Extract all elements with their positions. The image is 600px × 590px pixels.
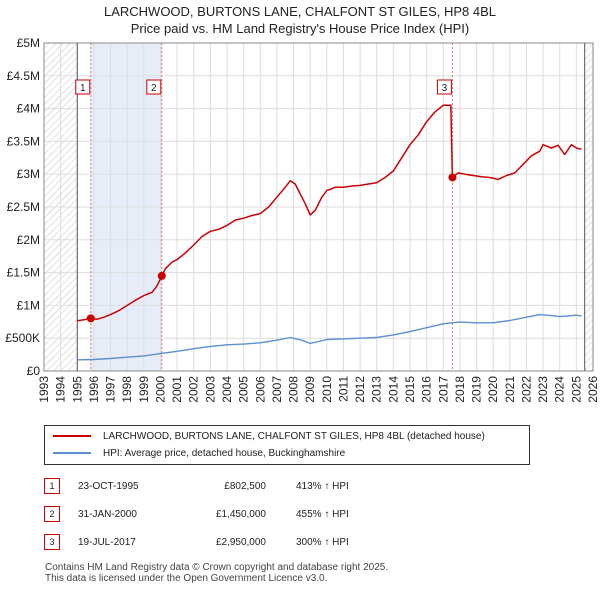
series-line-hpi xyxy=(77,313,582,361)
sale-date: 31-JAN-2000 xyxy=(78,508,137,520)
sale-badge: 1 xyxy=(44,478,60,494)
sale-number-label: 1 xyxy=(80,83,86,94)
sale-point xyxy=(157,271,166,280)
legend-item-hpi: HPI: Average price, detached house, Buck… xyxy=(53,445,345,461)
y-tick-label: £1.5M xyxy=(7,266,40,280)
x-tick-label: 2025 xyxy=(569,376,583,403)
table-row: 2 31-JAN-2000 £1,450,000 455% ↑ HPI xyxy=(44,500,349,528)
x-tick-label: 2002 xyxy=(187,376,201,403)
x-tick-label: 2000 xyxy=(153,376,167,403)
x-tick-label: 2014 xyxy=(386,376,400,403)
x-tick-label: 2018 xyxy=(453,376,467,403)
x-tick-label: 2012 xyxy=(353,376,367,403)
y-tick-label: £500K xyxy=(5,331,40,345)
y-tick-label: £3.5M xyxy=(7,134,40,148)
sale-price: £2,950,000 xyxy=(215,536,266,548)
x-tick-label: 2005 xyxy=(237,376,251,403)
y-tick-label: £2M xyxy=(17,233,40,247)
sale-point xyxy=(448,173,457,182)
x-tick-label: 2019 xyxy=(470,376,484,403)
x-tick-label: 2023 xyxy=(536,376,550,403)
x-tick-label: 2004 xyxy=(220,376,234,403)
x-tick-label: 2015 xyxy=(403,376,417,403)
footer-licence: This data is licensed under the Open Gov… xyxy=(45,573,328,584)
x-tick-label: 1997 xyxy=(104,376,118,403)
x-tick-label: 2006 xyxy=(253,376,267,403)
legend: LARCHWOOD, BURTONS LANE, CHALFONT ST GIL… xyxy=(44,425,530,465)
x-tick-label: 1996 xyxy=(87,376,101,403)
table-row: 1 23-OCT-1995 £802,500 413% ↑ HPI xyxy=(44,472,349,500)
y-tick-label: £0 xyxy=(27,364,41,378)
x-tick-label: 2020 xyxy=(486,376,500,403)
y-tick-label: £4.5M xyxy=(7,69,40,83)
x-tick-label: 2009 xyxy=(303,376,317,403)
x-tick-label: 2024 xyxy=(553,376,567,403)
price-chart: £0 £500K £1M £1.5M £2M £2.5M £3M £3.5M £4M £4.5M £… xyxy=(5,36,600,403)
x-tick-label: 1995 xyxy=(70,376,84,403)
legend-label-hpi: HPI: Average price, detached house, Buck… xyxy=(103,447,346,459)
table-row: 3 19-JUL-2017 £2,950,000 300% ↑ HPI xyxy=(44,528,349,556)
x-tick-label: 1994 xyxy=(54,376,68,403)
legend-swatch-property xyxy=(53,435,91,437)
sales-table: 1 23-OCT-1995 £802,500 413% ↑ HPI 2 31-J… xyxy=(44,472,349,556)
y-tick-label: £3M xyxy=(17,167,40,181)
legend-swatch-hpi xyxy=(53,452,91,454)
sale-hpi: 455% ↑ HPI xyxy=(296,508,349,520)
y-tick-label: £5M xyxy=(17,36,40,50)
legend-item-property: LARCHWOOD, BURTONS LANE, CHALFONT ST GIL… xyxy=(53,428,485,444)
x-tick-label: 1998 xyxy=(120,376,134,403)
x-tick-label: 2026 xyxy=(586,376,600,403)
sale-number-label: 2 xyxy=(151,83,157,94)
sale-price: £802,500 xyxy=(224,480,266,492)
x-tick-label: 2007 xyxy=(270,376,284,403)
sale-number-box xyxy=(146,79,162,95)
x-tick-label: 2021 xyxy=(503,376,517,403)
sale-number-box xyxy=(436,79,452,95)
chart-subtitle: Price paid vs. HM Land Registry's House … xyxy=(130,21,470,36)
chart-title: LARCHWOOD, BURTONS LANE, CHALFONT ST GIL… xyxy=(103,4,497,19)
sale-badge: 3 xyxy=(44,534,60,550)
x-tick-label: 2008 xyxy=(287,376,301,403)
plot-frame xyxy=(43,42,594,372)
sale-point xyxy=(86,314,95,323)
x-tick-label: 2017 xyxy=(436,376,450,403)
x-tick-label: 2003 xyxy=(203,376,217,403)
y-tick-label: £1M xyxy=(17,298,40,312)
footer: Contains HM Land Registry data © Crown c… xyxy=(45,562,388,584)
sale-number-box xyxy=(75,79,91,95)
x-tick-label: 2001 xyxy=(170,376,184,403)
sale-hpi: 413% ↑ HPI xyxy=(296,480,349,492)
y-tick-label: £2.5M xyxy=(7,200,40,214)
x-tick-label: 1993 xyxy=(37,376,51,403)
legend-label-property: LARCHWOOD, BURTONS LANE, CHALFONT ST GIL… xyxy=(103,430,485,442)
x-tick-label: 2022 xyxy=(519,376,533,403)
y-tick-label: £4M xyxy=(17,102,40,116)
sale-price: £1,450,000 xyxy=(215,508,266,520)
sale-date: 19-JUL-2017 xyxy=(78,536,136,548)
sale-hpi: 300% ↑ HPI xyxy=(296,536,349,548)
sale-date: 23-OCT-1995 xyxy=(78,480,139,492)
footer-copyright: Contains HM Land Registry data © Crown c… xyxy=(45,562,389,573)
x-tick-label: 2013 xyxy=(370,376,384,403)
x-tick-label: 2016 xyxy=(420,376,434,403)
sale-badge: 2 xyxy=(44,506,60,522)
x-tick-label: 2010 xyxy=(320,376,334,403)
x-tick-label: 2011 xyxy=(336,376,350,402)
sale-number-label: 3 xyxy=(442,83,448,94)
x-tick-label: 1999 xyxy=(137,376,151,403)
